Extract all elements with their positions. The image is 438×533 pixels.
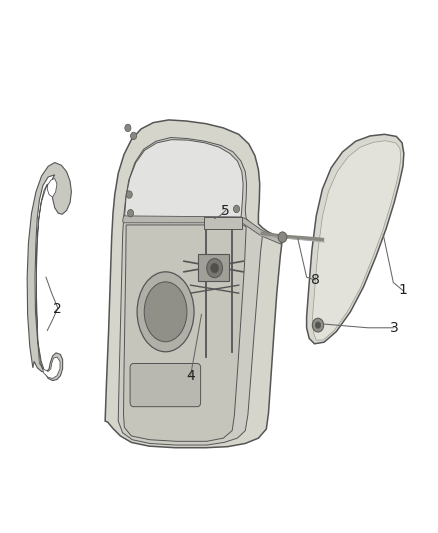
Circle shape bbox=[315, 322, 321, 328]
Circle shape bbox=[125, 124, 131, 132]
Text: 4: 4 bbox=[186, 369, 195, 383]
Circle shape bbox=[127, 209, 134, 217]
Ellipse shape bbox=[137, 272, 194, 352]
Polygon shape bbox=[307, 134, 404, 344]
Polygon shape bbox=[123, 216, 282, 244]
Polygon shape bbox=[125, 140, 243, 219]
Polygon shape bbox=[27, 163, 71, 381]
Text: 5: 5 bbox=[221, 204, 230, 217]
Text: 2: 2 bbox=[53, 302, 61, 316]
Circle shape bbox=[312, 318, 324, 332]
Text: 1: 1 bbox=[399, 284, 407, 297]
Circle shape bbox=[131, 132, 137, 140]
Polygon shape bbox=[124, 225, 246, 441]
Text: 8: 8 bbox=[311, 273, 320, 287]
Circle shape bbox=[126, 191, 132, 198]
Polygon shape bbox=[313, 141, 401, 340]
Polygon shape bbox=[105, 120, 283, 448]
Polygon shape bbox=[118, 138, 263, 445]
Ellipse shape bbox=[144, 282, 187, 342]
Polygon shape bbox=[36, 179, 60, 378]
Text: 3: 3 bbox=[390, 321, 399, 335]
Circle shape bbox=[207, 259, 223, 278]
FancyBboxPatch shape bbox=[204, 217, 242, 229]
FancyBboxPatch shape bbox=[130, 364, 201, 407]
Circle shape bbox=[211, 263, 219, 273]
Circle shape bbox=[233, 205, 240, 213]
FancyBboxPatch shape bbox=[198, 254, 229, 281]
Circle shape bbox=[278, 232, 287, 243]
